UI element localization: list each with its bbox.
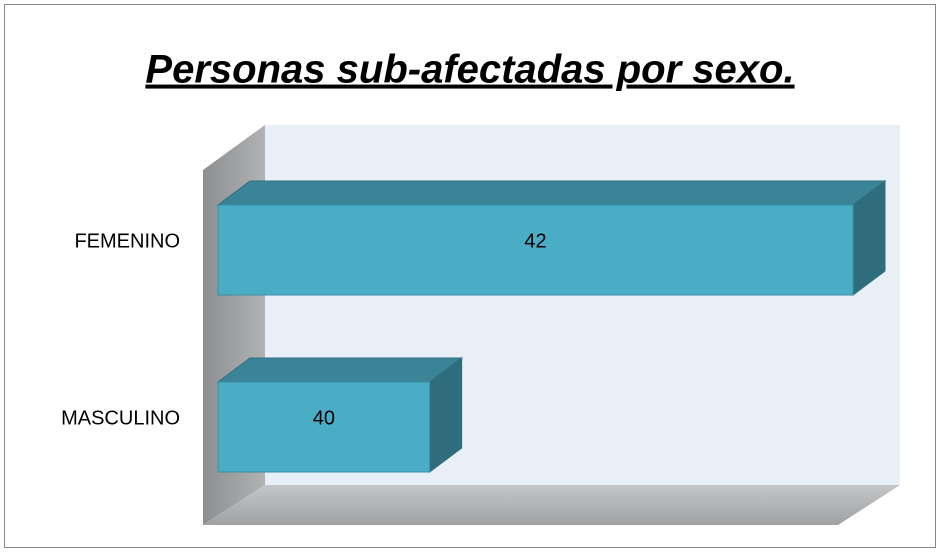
category-label: MASCULINO [61,407,180,429]
floor [203,485,900,525]
bar-front [217,204,854,296]
bar-top [216,357,464,383]
bar [216,180,887,296]
chart-title: Personas sub-afectadas por sexo. [145,48,794,92]
bar-top [216,180,887,206]
value-label: 42 [524,230,546,252]
bar-front [217,381,431,473]
value-label: 40 [313,407,335,429]
category-label: FEMENINO [74,230,180,252]
bar [216,357,464,473]
